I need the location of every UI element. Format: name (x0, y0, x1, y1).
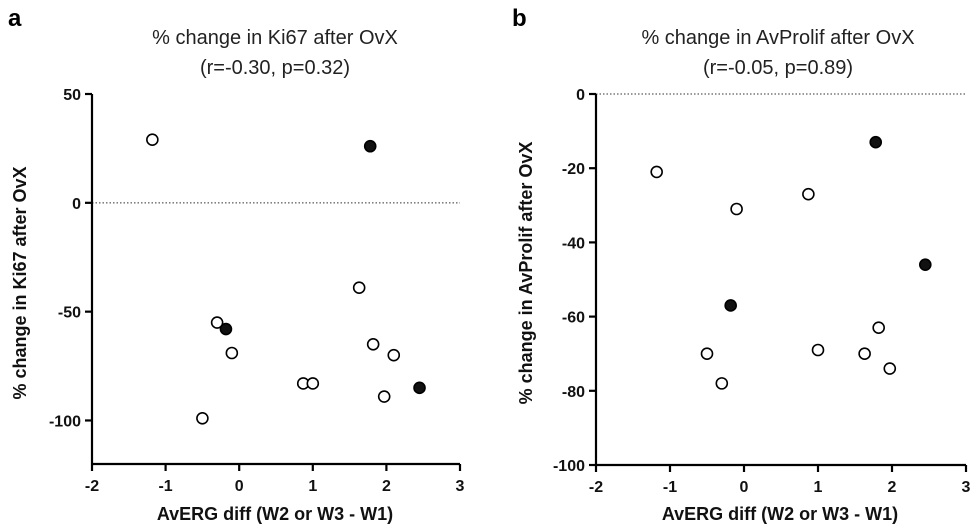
open-data-point (306, 377, 320, 390)
panel-b-y-axis-label: % change in AvProlif after OvX (516, 142, 536, 405)
x-tick-label: -2 (85, 478, 99, 495)
open-data-point (352, 281, 366, 295)
panel-a-letter: a (8, 5, 22, 32)
y-tick-label: -50 (58, 305, 81, 322)
x-tick-label: 1 (814, 479, 823, 496)
x-tick-label: -1 (663, 479, 677, 496)
panel-a-y-axis-label: % change in Ki67 after OvX (10, 166, 30, 399)
open-data-point (883, 362, 897, 375)
filled-data-point (413, 381, 426, 395)
x-tick-label: 2 (382, 478, 391, 495)
filled-data-point (219, 322, 233, 336)
open-data-point (146, 133, 159, 147)
x-tick-label: 1 (308, 478, 317, 495)
panel-b-points (650, 135, 932, 390)
open-data-point (377, 390, 391, 403)
panel-b-axes: -2 -1 0 1 2 3 -100 -80 -60 -40 -20 0 (553, 87, 971, 496)
open-data-point (650, 165, 663, 179)
x-tick-label: -2 (589, 479, 603, 496)
open-data-point (387, 348, 401, 362)
open-data-point (858, 347, 871, 361)
x-tick-label: 2 (888, 479, 897, 496)
open-data-point (225, 346, 239, 360)
open-data-point (210, 316, 224, 329)
panel-a: a % change in Ki67 after OvX (r=-0.30, p… (8, 5, 465, 524)
y-tick-label: -20 (562, 161, 585, 178)
panel-b-letter: b (512, 5, 527, 32)
panel-b-subtitle: (r=-0.05, p=0.89) (703, 57, 853, 79)
panel-a-points (146, 133, 426, 425)
panel-a-subtitle: (r=-0.30, p=0.32) (200, 57, 350, 79)
panel-a-title: % change in Ki67 after OvX (152, 27, 398, 49)
open-data-point (802, 187, 815, 201)
open-data-point (366, 337, 380, 351)
filled-data-point (918, 258, 932, 271)
x-tick-label: 3 (962, 479, 971, 496)
y-tick-label: -100 (49, 413, 81, 430)
panel-b: b % change in AvProlif after OvX (r=-0.0… (512, 5, 971, 524)
x-tick-label: -1 (158, 478, 172, 495)
open-data-point (715, 377, 729, 390)
filled-data-point (869, 135, 883, 149)
y-tick-label: -60 (562, 310, 585, 327)
y-tick-label: -40 (562, 235, 585, 252)
x-tick-label: 0 (235, 478, 244, 495)
open-data-point (730, 202, 743, 216)
y-tick-label: 0 (576, 87, 585, 104)
panel-a-axes: -2 -1 0 1 2 3 -100 -50 0 50 (49, 87, 465, 495)
filled-data-point (724, 299, 737, 312)
panel-a-x-axis-label: AvERG diff (W2 or W3 - W1) (157, 504, 393, 524)
filled-data-point (363, 139, 377, 153)
x-tick-label: 3 (456, 478, 465, 495)
panel-b-title: % change in AvProlif after OvX (641, 27, 914, 49)
x-tick-label: 0 (740, 479, 749, 496)
y-tick-label: 50 (63, 87, 81, 104)
y-tick-label: -100 (553, 458, 585, 475)
open-data-point (872, 321, 885, 335)
y-tick-label: -80 (562, 384, 585, 401)
open-data-point (700, 347, 714, 361)
panel-b-x-axis-label: AvERG diff (W2 or W3 - W1) (662, 504, 898, 524)
y-tick-label: 0 (72, 196, 81, 213)
open-data-point (196, 411, 209, 425)
open-data-point (811, 343, 825, 357)
